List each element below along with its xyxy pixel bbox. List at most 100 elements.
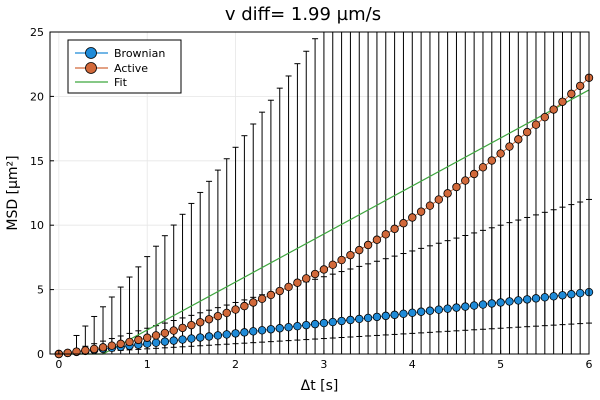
active-point: [293, 278, 302, 287]
brownian-point: [275, 324, 284, 333]
brownian-point: [399, 309, 408, 319]
active-point: [63, 348, 72, 358]
active-point: [89, 344, 99, 354]
active-point: [381, 230, 390, 239]
active-point: [169, 326, 178, 335]
brownian-point: [204, 332, 214, 341]
brownian-point: [337, 316, 346, 326]
brownian-point: [310, 319, 320, 329]
x-tick-label: 5: [497, 358, 504, 371]
brownian-point: [381, 311, 390, 321]
brownian-point: [567, 290, 576, 299]
brownian-point: [461, 302, 470, 311]
brownian-point: [178, 335, 187, 344]
brownian-point: [425, 306, 435, 315]
brownian-point: [355, 314, 364, 324]
brownian-point: [469, 301, 479, 310]
x-tick-label: 4: [409, 358, 416, 371]
active-point: [151, 331, 161, 340]
brownian-point: [284, 323, 293, 332]
brownian-point: [390, 310, 399, 320]
y-tick-label: 0: [37, 348, 44, 361]
active-point: [266, 290, 276, 300]
brownian-point: [319, 318, 329, 328]
brownian-point: [487, 299, 497, 308]
active-point: [98, 343, 108, 352]
active-point: [302, 274, 311, 283]
active-point: [160, 328, 170, 338]
brownian-point: [372, 312, 382, 322]
brownian-point: [575, 289, 585, 298]
brownian-point: [505, 297, 514, 306]
brownian-point: [293, 321, 302, 331]
active-point: [452, 182, 461, 192]
y-axis-label: MSD [µm²]: [5, 155, 21, 230]
active-point: [434, 195, 443, 204]
x-tick-label: 0: [55, 358, 62, 371]
active-point: [346, 250, 355, 260]
brownian-point: [434, 305, 443, 314]
active-point: [408, 213, 417, 222]
active-point: [257, 294, 267, 303]
brownian-point: [231, 329, 240, 338]
active-point: [222, 308, 231, 318]
legend-label: Active: [114, 62, 148, 75]
brownian-point: [160, 337, 170, 346]
brownian-point: [443, 304, 452, 313]
x-tick-label: 3: [320, 358, 327, 371]
active-point: [425, 201, 435, 210]
active-point: [310, 269, 320, 279]
brownian-point: [558, 291, 567, 300]
active-point: [496, 149, 505, 158]
legend-marker: [85, 62, 97, 74]
active-point: [125, 337, 134, 347]
brownian-point: [408, 308, 417, 317]
active-point: [240, 301, 249, 311]
active-point: [575, 81, 585, 91]
brownian-point: [478, 300, 488, 309]
brownian-point: [187, 334, 196, 343]
brownian-point: [257, 326, 267, 335]
active-point: [81, 346, 90, 355]
brownian-point: [328, 317, 337, 327]
active-point: [275, 286, 284, 296]
legend-label: Fit: [114, 76, 128, 89]
plot-frame: [49, 31, 590, 355]
brownian-point: [514, 296, 523, 305]
legend-marker: [85, 47, 97, 59]
active-point: [558, 97, 567, 106]
active-point: [443, 189, 452, 198]
brownian-point: [249, 327, 258, 336]
brownian-point: [522, 295, 532, 304]
x-axis-label: Δt [s]: [301, 378, 339, 394]
active-point: [178, 323, 187, 333]
active-point: [213, 311, 223, 321]
active-point: [505, 142, 514, 151]
chart-title: v diff= 1.99 µm/s: [225, 4, 381, 25]
active-point: [549, 105, 558, 114]
brownian-point: [531, 294, 541, 303]
active-point: [372, 235, 382, 244]
brownian-point: [416, 307, 426, 316]
active-point: [487, 156, 497, 165]
active-point: [328, 260, 337, 270]
active-point: [461, 176, 470, 185]
active-point: [469, 169, 479, 179]
brownian-point: [346, 315, 355, 325]
active-point: [416, 207, 426, 216]
brownian-point: [452, 303, 461, 312]
active-point: [196, 318, 205, 327]
active-point: [116, 339, 125, 349]
axis-ticks: 0 1 2 3 4 5 6 0 5 10 15 20 25: [30, 26, 593, 371]
active-point: [355, 245, 364, 255]
active-point: [531, 120, 541, 129]
brownian-point: [540, 293, 550, 302]
active-point: [284, 282, 293, 292]
y-tick-label: 15: [30, 155, 44, 168]
active-point: [134, 335, 143, 345]
active-point: [399, 219, 408, 228]
y-tick-label: 10: [30, 219, 44, 232]
x-tick-label: 6: [586, 358, 593, 371]
